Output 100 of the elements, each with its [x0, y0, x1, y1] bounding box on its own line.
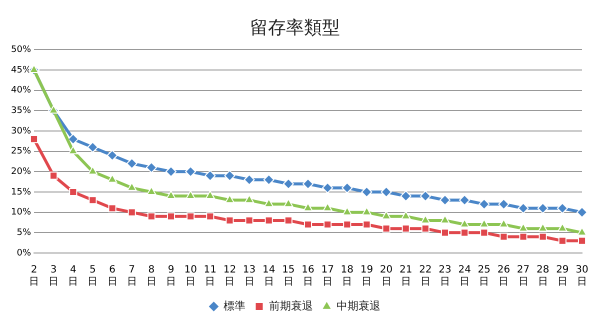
- point: [322, 182, 334, 194]
- y-tick-label: 50%: [10, 44, 32, 55]
- point: [186, 212, 195, 220]
- point: [106, 150, 118, 161]
- y-tick-label: 20%: [10, 166, 32, 177]
- point: [342, 182, 353, 194]
- x-tick-label: 5日: [88, 264, 98, 288]
- x-tick-label: 2日: [29, 264, 40, 288]
- point: [48, 105, 58, 114]
- point: [498, 198, 510, 210]
- point: [420, 190, 431, 202]
- point: [538, 223, 548, 232]
- x-tick-label: 11日: [204, 264, 217, 288]
- point: [519, 232, 528, 241]
- point: [68, 146, 78, 154]
- point: [166, 190, 176, 200]
- point: [69, 188, 78, 196]
- y-tick-label: 15%: [10, 187, 32, 198]
- point: [166, 212, 176, 220]
- point: [460, 219, 470, 228]
- point: [538, 232, 547, 241]
- point: [322, 202, 332, 212]
- x-tick-label: 13日: [242, 264, 256, 288]
- point: [284, 198, 294, 208]
- point: [68, 134, 79, 145]
- x-tick-label: 28日: [536, 264, 550, 288]
- point: [87, 142, 98, 153]
- point: [440, 194, 450, 206]
- point: [206, 212, 214, 220]
- x-tick-label: 27日: [516, 264, 530, 288]
- x-tick-label: 24日: [458, 264, 471, 288]
- y-tick-label: 25%: [10, 146, 32, 157]
- x-tick-label: 25日: [478, 264, 491, 288]
- point: [205, 190, 215, 200]
- point: [302, 178, 314, 190]
- y-tick-label: 35%: [10, 106, 32, 116]
- point: [380, 186, 392, 198]
- point: [382, 224, 390, 233]
- y-tick-label: 5%: [16, 228, 32, 238]
- point: [185, 166, 196, 178]
- x-tick-label: 7日: [126, 264, 137, 288]
- point: [558, 236, 566, 245]
- point: [284, 216, 292, 224]
- x-tick-label: 23日: [438, 264, 452, 288]
- point: [126, 158, 138, 170]
- x-tick-label: 9日: [166, 264, 176, 288]
- point: [245, 216, 254, 224]
- point: [381, 210, 392, 220]
- y-tick-label: 40%: [10, 86, 32, 96]
- point: [460, 228, 469, 237]
- point: [147, 212, 156, 220]
- y-tick-label: 10%: [10, 208, 32, 218]
- point: [577, 227, 587, 236]
- point: [264, 216, 273, 224]
- x-tick-label: 19日: [360, 264, 374, 288]
- x-tick-label: 10日: [184, 264, 197, 288]
- point: [537, 202, 548, 214]
- legend-label: 前期衰退: [268, 299, 313, 312]
- point: [146, 162, 157, 174]
- point: [576, 206, 588, 218]
- x-tick-label: 12日: [223, 264, 236, 288]
- point: [342, 206, 352, 216]
- point: [518, 202, 529, 214]
- point: [478, 198, 490, 210]
- point: [166, 166, 177, 178]
- x-tick-label: 17日: [321, 264, 334, 288]
- x-tick-label: 14日: [262, 264, 276, 288]
- point: [421, 224, 430, 233]
- legend-label: 中期衰退: [336, 299, 380, 312]
- x-tick-label: 21日: [399, 264, 412, 288]
- point: [459, 194, 470, 206]
- point: [480, 228, 488, 237]
- point: [29, 64, 39, 73]
- point: [498, 219, 509, 228]
- point: [30, 135, 38, 144]
- x-tick-label: 30日: [576, 264, 588, 288]
- point: [108, 204, 116, 212]
- point: [204, 170, 216, 182]
- point: [361, 186, 372, 198]
- point: [400, 190, 412, 202]
- chart-title: 留存率類型: [250, 17, 340, 38]
- y-tick-label: 30%: [10, 126, 32, 136]
- point: [440, 228, 450, 237]
- point: [244, 174, 255, 186]
- point: [401, 210, 411, 220]
- point: [500, 232, 508, 241]
- x-tick-label: 29日: [556, 264, 569, 288]
- point: [282, 178, 294, 190]
- x-tick-label: 6日: [107, 264, 118, 288]
- x-tick-label: 16日: [302, 264, 314, 288]
- point: [186, 190, 196, 200]
- x-tick-label: 26日: [497, 264, 510, 288]
- x-tick-label: 20日: [380, 264, 393, 288]
- x-tick-label: 3日: [48, 264, 59, 288]
- x-tick-label: 15日: [282, 264, 295, 288]
- point: [578, 236, 586, 245]
- point: [402, 224, 410, 233]
- x-tick-label: 18日: [340, 264, 354, 288]
- point: [226, 216, 234, 224]
- point: [224, 194, 235, 204]
